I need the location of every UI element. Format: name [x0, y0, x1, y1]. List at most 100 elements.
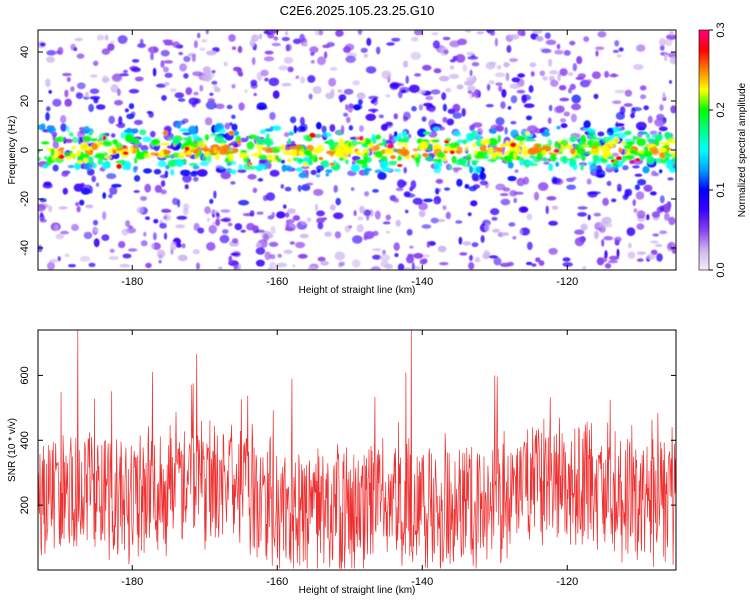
- heatmap-cell: [405, 75, 409, 84]
- heatmap-cell: [255, 259, 265, 267]
- heatmap-cell: [128, 88, 140, 94]
- heatmap-cell: [437, 158, 442, 163]
- heatmap-cell: [664, 52, 668, 62]
- heatmap-cell: [284, 227, 294, 232]
- heatmap-cell: [483, 153, 488, 157]
- colorbar-tick-label: 0.2: [715, 102, 727, 117]
- colorbar-gradient: [698, 29, 710, 271]
- heatmap-cell: [510, 129, 519, 138]
- heatmap-cell: [403, 111, 411, 121]
- heatmap-cell: [60, 123, 67, 132]
- heatmap-cell: [108, 193, 113, 199]
- heatmap-cell: [135, 151, 146, 160]
- heatmap-cell: [264, 251, 272, 261]
- heatmap-cell: [476, 150, 486, 159]
- heatmap-cell: [232, 148, 239, 153]
- heatmap-cell: [410, 180, 417, 190]
- heatmap-cell: [667, 52, 676, 58]
- heatmap-cell: [316, 210, 325, 217]
- heatmap-cell: [117, 88, 121, 97]
- heatmap-cell: [489, 61, 497, 66]
- heatmap-cell: [301, 184, 311, 191]
- heatmap-cell: [140, 240, 148, 247]
- heatmap-cell: [456, 178, 463, 187]
- heatmap-cell: [624, 141, 634, 145]
- heatmap-cell: [413, 252, 424, 259]
- heatmap-cell: [215, 212, 220, 217]
- heatmap-cell: [268, 30, 279, 34]
- heatmap-cell: [230, 169, 237, 175]
- heatmap-cell: [444, 187, 450, 191]
- heatmap-cell: [237, 169, 247, 173]
- heatmap-cell: [651, 134, 656, 138]
- heatmap-cell: [632, 165, 640, 169]
- heatmap-hotspot: [318, 156, 324, 161]
- heatmap-cell: [411, 262, 415, 270]
- heatmap-cell: [668, 216, 676, 226]
- heatmap-cell: [74, 37, 83, 42]
- heatmap-cell: [145, 262, 152, 269]
- heatmap-cell: [152, 242, 161, 250]
- heatmap-cell: [96, 182, 99, 187]
- heatmap-cell: [379, 161, 389, 169]
- heatmap-cell: [421, 224, 432, 229]
- heatmap-cell: [352, 104, 363, 110]
- heatmap-cell: [57, 256, 61, 262]
- heatmap-cell: [318, 30, 323, 36]
- heatmap-cell: [44, 156, 48, 160]
- heatmap-cell: [264, 128, 274, 132]
- heatmap-cell: [178, 51, 184, 56]
- heatmap-cell: [295, 75, 300, 79]
- heatmap-cell: [481, 139, 489, 143]
- heatmap-cell: [287, 66, 294, 73]
- heatmap-cell: [664, 153, 673, 157]
- heatmap-cell: [412, 148, 419, 152]
- heatmap-cell: [469, 69, 473, 77]
- heatmap-cell: [525, 161, 534, 165]
- heatmap-cell: [393, 242, 400, 251]
- heatmap-hotspot: [553, 148, 560, 153]
- heatmap-cell: [280, 159, 285, 164]
- heatmap-cell: [433, 126, 440, 131]
- heatmap-cell: [510, 95, 518, 104]
- heatmap-cell: [494, 72, 506, 78]
- heatmap-cell: [150, 130, 156, 138]
- heatmap-cell: [466, 76, 478, 82]
- heatmap-cell: [572, 62, 577, 72]
- heatmap-cell: [486, 252, 490, 257]
- heatmap-cell: [616, 132, 627, 139]
- heatmap-cell: [514, 169, 519, 173]
- heatmap-cell: [46, 56, 55, 63]
- heatmap-cell: [659, 104, 664, 111]
- heatmap-cell: [541, 149, 547, 156]
- heatmap-cell: [602, 197, 609, 206]
- heatmap-cell: [272, 125, 282, 131]
- spectrogram-y-axis-label: Frequency (Hz): [7, 116, 18, 185]
- heatmap-cell: [249, 39, 256, 47]
- heatmap-cell: [363, 168, 370, 176]
- heatmap-cell: [346, 116, 351, 123]
- heatmap-cell: [393, 113, 398, 120]
- heatmap-cell: [535, 257, 541, 263]
- heatmap-cell: [510, 121, 517, 125]
- heatmap-cell: [269, 169, 280, 177]
- heatmap-cell: [292, 38, 302, 45]
- heatmap-cell: [574, 237, 585, 247]
- heatmap-cell: [172, 159, 178, 163]
- heatmap-cell: [372, 230, 379, 237]
- heatmap-cell: [365, 66, 377, 74]
- heatmap-cell: [638, 150, 645, 154]
- heatmap-cell: [499, 156, 504, 160]
- heatmap-cell: [258, 33, 263, 40]
- heatmap-cell: [649, 130, 658, 136]
- heatmap-cell: [256, 135, 260, 144]
- heatmap-cell: [449, 165, 453, 171]
- x-tick-label: -160: [266, 576, 288, 588]
- heatmap-cell: [488, 80, 495, 85]
- heatmap-cell: [390, 81, 400, 90]
- heatmap-cell: [153, 168, 162, 175]
- heatmap-cell: [163, 82, 170, 86]
- heatmap-cell: [538, 182, 549, 191]
- heatmap-cell: [84, 162, 92, 171]
- heatmap-cell: [284, 31, 289, 36]
